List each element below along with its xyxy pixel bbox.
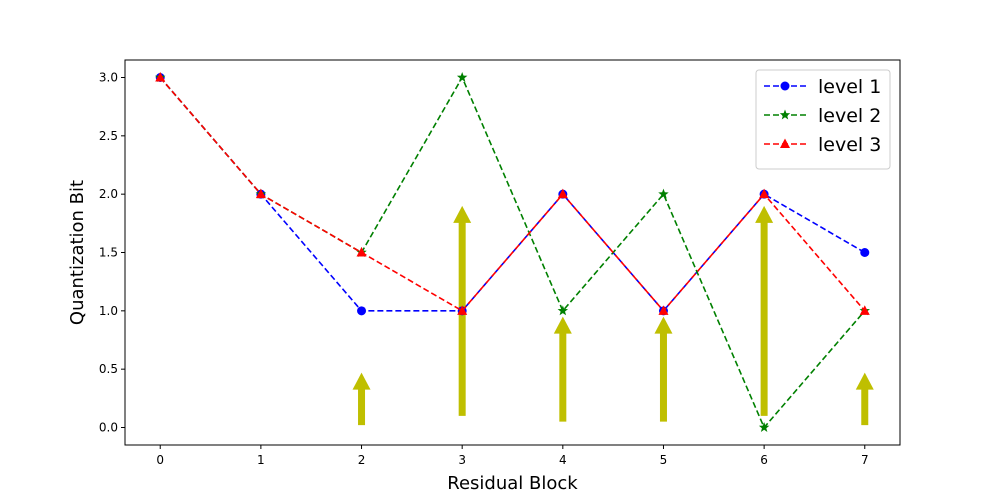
data-point xyxy=(356,247,367,257)
x-tick-label: 4 xyxy=(559,453,567,467)
legend: level 1 level 2 level 3 xyxy=(755,69,891,170)
y-tick-label: 3.0 xyxy=(99,71,118,85)
x-tick-label: 3 xyxy=(458,453,466,467)
data-point xyxy=(357,306,367,316)
data-point xyxy=(759,188,770,199)
legend-entry: level 3 xyxy=(764,134,881,156)
data-point xyxy=(457,305,468,315)
annotation-arrow xyxy=(553,316,572,422)
series-3 xyxy=(155,72,870,315)
legend-box xyxy=(755,69,891,170)
annotation-arrow xyxy=(855,372,874,426)
data-point xyxy=(255,188,266,199)
y-axis-label: Quantization Bit xyxy=(67,180,88,325)
legend-label: level 2 xyxy=(818,105,881,127)
x-tick-label: 0 xyxy=(156,453,164,467)
series-line xyxy=(159,76,866,313)
legend-entry: level 2 xyxy=(764,105,881,127)
legend-marker xyxy=(780,138,790,148)
x-tick-label: 6 xyxy=(760,453,768,467)
data-point xyxy=(658,305,669,315)
data-point xyxy=(557,188,568,199)
annotation-arrows xyxy=(352,205,874,426)
annotation-arrow xyxy=(352,372,371,426)
y-tick-label: 0.0 xyxy=(99,421,118,435)
data-point xyxy=(860,248,870,257)
x-tick-label: 2 xyxy=(358,453,366,467)
data-point xyxy=(155,72,166,82)
y-tick-label: 0.5 xyxy=(99,362,118,376)
x-axis-ticks: 0 1 2 3 4 5 6 7 xyxy=(156,445,869,467)
x-tick-label: 7 xyxy=(861,453,869,467)
x-tick-label: 5 xyxy=(660,453,668,467)
annotation-arrow xyxy=(654,316,673,422)
y-axis-ticks: 0.0 0.5 1.0 1.5 2.0 2.5 3.0 xyxy=(99,71,125,435)
series-layer xyxy=(155,72,870,432)
x-axis-label: Residual Block xyxy=(447,473,578,494)
legend-label: level 1 xyxy=(818,76,881,98)
y-tick-label: 1.5 xyxy=(99,246,118,260)
annotation-arrow xyxy=(755,205,774,416)
y-tick-label: 2.5 xyxy=(99,129,118,143)
y-tick-label: 2.0 xyxy=(99,187,118,201)
y-tick-label: 1.0 xyxy=(99,304,118,318)
data-point xyxy=(859,305,870,315)
legend-entry: level 1 xyxy=(764,76,881,98)
legend-label: level 3 xyxy=(818,134,881,156)
legend-marker xyxy=(779,109,791,120)
data-point xyxy=(758,422,770,432)
x-tick-label: 1 xyxy=(257,453,265,467)
data-point xyxy=(557,305,569,316)
data-point xyxy=(456,72,468,82)
legend-marker xyxy=(780,81,790,91)
data-point xyxy=(658,188,669,199)
